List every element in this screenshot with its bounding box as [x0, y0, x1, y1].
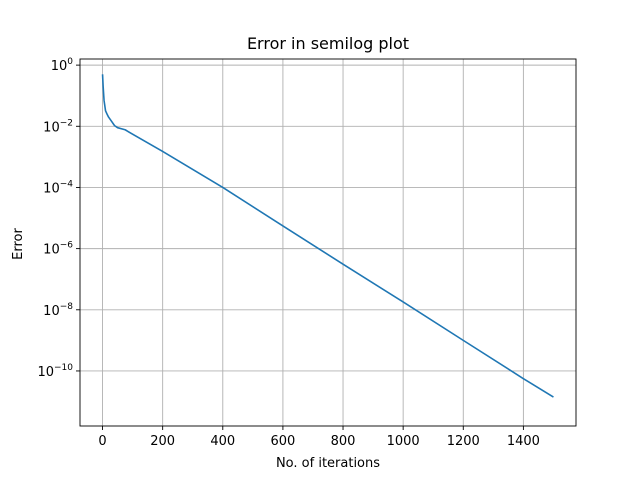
- x-tick-label: 400: [210, 434, 235, 449]
- x-tick-label: 1400: [507, 434, 540, 449]
- plot-frame: [79, 58, 577, 427]
- chart-title: Error in semilog plot: [247, 34, 409, 53]
- x-axis-label: No. of iterations: [276, 456, 380, 471]
- y-tick-label: 100: [51, 57, 74, 74]
- x-tick-label: 1200: [447, 434, 480, 449]
- y-tick-label: 10−2: [43, 118, 73, 135]
- x-tick-label: 200: [150, 434, 175, 449]
- y-axis-label: Error: [11, 228, 26, 260]
- grid-layer: [80, 59, 576, 426]
- y-tick-label: 10−8: [43, 302, 73, 319]
- x-tick-label: 800: [331, 434, 356, 449]
- x-tick-label: 1000: [387, 434, 420, 449]
- x-tick-label: 600: [270, 434, 295, 449]
- x-tick-label: 0: [98, 434, 106, 449]
- series-line: [101, 74, 554, 398]
- line-layer: [101, 74, 554, 398]
- y-tick-label: 10−10: [37, 363, 73, 380]
- tick-layer: 0 200 400 600 800 1000 1200 1400 100 10−2 10−4 10−6…: [37, 57, 539, 449]
- y-tick-label: 10−6: [43, 241, 73, 258]
- y-tick-label: 10−4: [43, 179, 73, 196]
